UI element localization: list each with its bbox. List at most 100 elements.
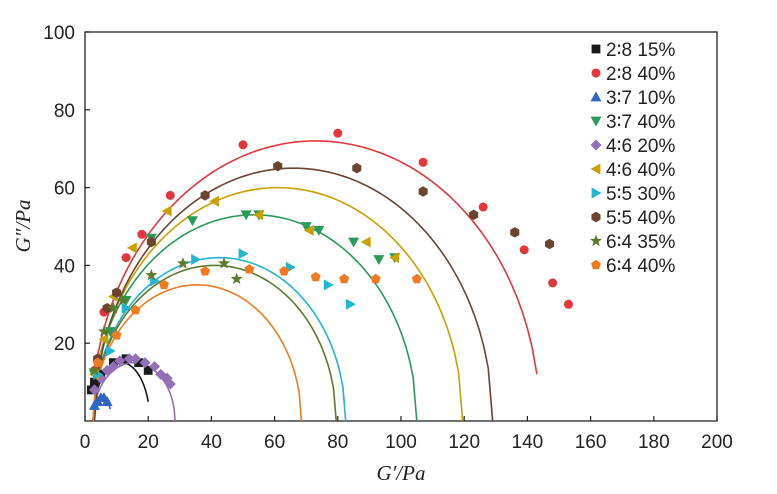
- legend-label: 6∶4 40%: [606, 256, 675, 277]
- data-point: [130, 353, 142, 365]
- data-point: [143, 366, 153, 375]
- data-point: [114, 355, 126, 367]
- fit-curve: [92, 140, 538, 388]
- legend-label: 2∶8 40%: [606, 64, 675, 85]
- y-tick-label: 20: [54, 334, 75, 355]
- data-point: [548, 278, 558, 288]
- y-tick-label: 40: [54, 256, 75, 277]
- legend-item: 3∶7 10%: [590, 88, 675, 109]
- legend-marker: [591, 68, 601, 78]
- data-point: [88, 384, 100, 396]
- data-point: [310, 271, 321, 282]
- x-tick-label: 0: [80, 432, 91, 453]
- data-point: [139, 357, 151, 369]
- legend-item: 4∶6 20%: [590, 136, 675, 157]
- data-point: [348, 237, 360, 248]
- legend-label: 5∶5 40%: [606, 208, 675, 229]
- legend-label: 5∶5 30%: [606, 184, 675, 205]
- data-point: [186, 216, 198, 227]
- x-tick-label: 120: [448, 432, 480, 453]
- data-point: [123, 353, 135, 365]
- data-point: [145, 268, 158, 281]
- data-point: [191, 254, 202, 266]
- legend-marker: [589, 234, 603, 247]
- data-point: [121, 302, 132, 314]
- data-point: [105, 345, 116, 357]
- legend-marker: [591, 211, 601, 223]
- data-point: [126, 242, 137, 254]
- data-point: [164, 378, 176, 390]
- legend-label: 2∶8 15%: [606, 40, 675, 61]
- data-point: [339, 273, 350, 284]
- fit-curve: [92, 284, 303, 422]
- y-axis-title: G″/Pa: [11, 199, 35, 252]
- data-point: [107, 301, 120, 314]
- data-point: [111, 330, 122, 340]
- data-point: [218, 257, 231, 269]
- legend: 2∶8 15% 2∶8 40% 3∶7 10% 3∶7 40% 4∶6 20% 4∶6 4…: [589, 40, 675, 277]
- data-point: [478, 202, 488, 212]
- x-tick-label: 80: [327, 432, 348, 453]
- data-point: [112, 287, 122, 298]
- data-point: [230, 272, 243, 285]
- fit-curve: [92, 186, 464, 422]
- data-point: [149, 361, 161, 373]
- data-point: [176, 257, 189, 269]
- x-tick-label: 200: [701, 432, 733, 453]
- data-point: [116, 294, 129, 306]
- legend-marker: [590, 139, 602, 151]
- legend-item: 2∶8 15%: [591, 40, 675, 61]
- x-tick-label: 100: [385, 432, 417, 453]
- x-tick-label: 20: [138, 432, 159, 453]
- data-point: [253, 209, 264, 221]
- data-point: [92, 357, 103, 367]
- data-point: [303, 224, 314, 236]
- data-point: [209, 195, 219, 207]
- data-point: [545, 238, 555, 250]
- data-point: [238, 140, 248, 150]
- data-point: [469, 209, 479, 221]
- data-point: [323, 279, 334, 291]
- data-point: [165, 190, 175, 200]
- data-point: [88, 364, 101, 376]
- axis-ticks: 0 20 40 60 80 100 120 140 160 180 200 20 40 60 80 100: [43, 23, 733, 453]
- data-point: [352, 162, 362, 174]
- data-point: [346, 298, 356, 310]
- data-point: [273, 160, 283, 172]
- data-point: [137, 229, 147, 239]
- data-point: [418, 186, 428, 197]
- legend-item: 3∶7 40%: [590, 112, 675, 133]
- x-tick-label: 160: [575, 432, 607, 453]
- data-points: [86, 128, 573, 410]
- data-point: [159, 279, 169, 290]
- legend-item: 4∶6 40%: [590, 160, 675, 181]
- legend-label: 6∶4 35%: [606, 232, 675, 253]
- data-point: [370, 273, 381, 284]
- legend-item: 6∶4 40%: [591, 256, 675, 277]
- data-point: [101, 396, 113, 406]
- fit-curve: [92, 256, 347, 422]
- x-tick-label: 40: [201, 432, 222, 453]
- data-point: [563, 299, 573, 309]
- x-tick-label: 180: [638, 432, 670, 453]
- data-point: [200, 266, 211, 276]
- data-point: [102, 302, 112, 314]
- data-point: [130, 304, 141, 315]
- legend-label: 4∶6 20%: [606, 136, 675, 157]
- data-point: [161, 205, 172, 217]
- data-point: [300, 222, 312, 232]
- data-point: [200, 190, 210, 201]
- data-point: [146, 236, 156, 248]
- legend-marker: [591, 187, 602, 199]
- legend-item: 5∶5 40%: [591, 208, 675, 229]
- fit-curve: [92, 264, 338, 422]
- data-point: [134, 358, 144, 368]
- y-tick-label: 60: [54, 179, 75, 200]
- data-point: [333, 128, 343, 138]
- legend-item: 6∶4 35%: [589, 232, 675, 253]
- data-point: [107, 361, 119, 373]
- data-point: [360, 236, 371, 248]
- data-point: [519, 245, 529, 255]
- legend-marker: [590, 116, 602, 127]
